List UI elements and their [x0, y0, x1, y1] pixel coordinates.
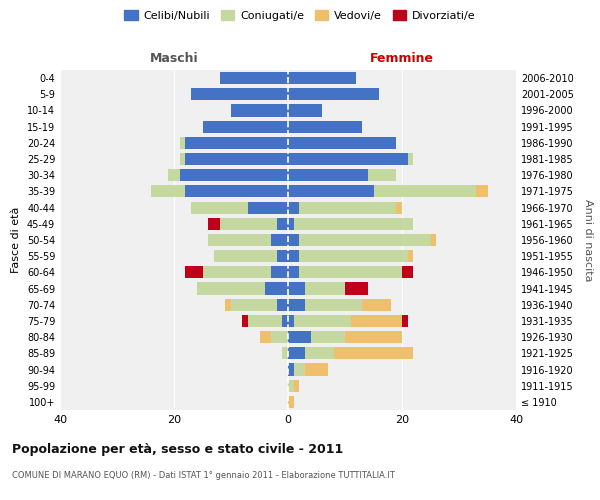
Bar — [334, 348, 413, 360]
Bar — [350, 315, 402, 327]
Bar — [288, 266, 299, 278]
Bar — [368, 169, 397, 181]
Bar — [402, 315, 408, 327]
Bar — [242, 315, 248, 327]
Bar — [168, 169, 180, 181]
Bar — [294, 315, 350, 327]
Bar — [248, 315, 283, 327]
Bar — [299, 266, 402, 278]
Bar — [305, 298, 362, 311]
Bar — [202, 266, 271, 278]
Bar — [248, 202, 288, 213]
Bar — [288, 298, 305, 311]
Bar — [288, 364, 294, 376]
Bar — [294, 218, 413, 230]
Bar — [305, 364, 328, 376]
Bar — [277, 250, 288, 262]
Bar — [191, 88, 288, 101]
Text: Maschi: Maschi — [149, 52, 199, 65]
Bar — [180, 137, 185, 149]
Bar — [345, 331, 402, 343]
Bar — [214, 250, 277, 262]
Y-axis label: Anni di nascita: Anni di nascita — [583, 198, 593, 281]
Bar — [180, 153, 185, 165]
Bar — [271, 266, 288, 278]
Bar — [288, 202, 299, 213]
Bar — [288, 104, 322, 117]
Bar — [288, 186, 373, 198]
Bar — [402, 266, 413, 278]
Bar — [288, 282, 305, 294]
Bar — [408, 153, 413, 165]
Bar — [191, 202, 248, 213]
Bar — [226, 298, 231, 311]
Text: COMUNE DI MARANO EQUO (RM) - Dati ISTAT 1° gennaio 2011 - Elaborazione TUTTITALI: COMUNE DI MARANO EQUO (RM) - Dati ISTAT … — [12, 471, 395, 480]
Bar — [283, 348, 288, 360]
Bar — [345, 282, 368, 294]
Bar — [288, 88, 379, 101]
Bar — [288, 169, 368, 181]
Bar — [220, 72, 288, 84]
Bar — [185, 137, 288, 149]
Bar — [311, 331, 345, 343]
Bar — [197, 282, 265, 294]
Bar — [231, 298, 277, 311]
Bar — [294, 380, 299, 392]
Bar — [185, 186, 288, 198]
Bar — [277, 218, 288, 230]
Bar — [203, 120, 288, 132]
Bar — [288, 331, 311, 343]
Bar — [271, 234, 288, 246]
Bar — [208, 234, 271, 246]
Bar — [431, 234, 436, 246]
Bar — [288, 72, 356, 84]
Bar — [271, 331, 288, 343]
Text: Popolazione per età, sesso e stato civile - 2011: Popolazione per età, sesso e stato civil… — [12, 442, 343, 456]
Bar — [305, 282, 345, 294]
Bar — [288, 250, 299, 262]
Bar — [299, 202, 396, 213]
Bar — [288, 396, 294, 408]
Bar — [220, 218, 277, 230]
Bar — [288, 218, 294, 230]
Bar — [362, 298, 391, 311]
Bar — [180, 169, 288, 181]
Y-axis label: Fasce di età: Fasce di età — [11, 207, 21, 273]
Bar — [288, 153, 408, 165]
Bar — [288, 137, 397, 149]
Bar — [185, 266, 203, 278]
Bar — [260, 331, 271, 343]
Bar — [408, 250, 413, 262]
Bar — [288, 234, 299, 246]
Bar — [288, 348, 305, 360]
Bar — [299, 250, 408, 262]
Bar — [151, 186, 185, 198]
Bar — [373, 186, 476, 198]
Bar — [397, 202, 402, 213]
Bar — [231, 104, 288, 117]
Bar — [288, 315, 294, 327]
Bar — [265, 282, 288, 294]
Text: Femmine: Femmine — [370, 52, 434, 65]
Bar — [288, 120, 362, 132]
Bar — [277, 298, 288, 311]
Bar — [476, 186, 487, 198]
Bar — [288, 380, 294, 392]
Bar — [283, 315, 288, 327]
Legend: Celibi/Nubili, Coniugati/e, Vedovi/e, Divorziati/e: Celibi/Nubili, Coniugati/e, Vedovi/e, Di… — [120, 6, 480, 25]
Bar — [208, 218, 220, 230]
Bar — [305, 348, 334, 360]
Bar — [299, 234, 431, 246]
Bar — [294, 364, 305, 376]
Bar — [185, 153, 288, 165]
